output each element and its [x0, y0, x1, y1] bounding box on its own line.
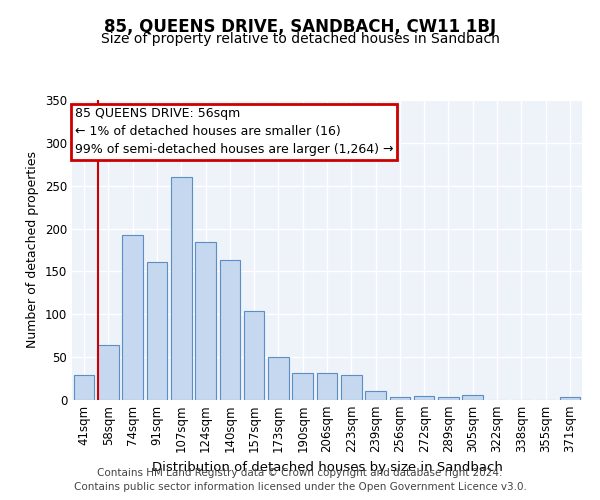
Text: Size of property relative to detached houses in Sandbach: Size of property relative to detached ho…: [101, 32, 499, 46]
Bar: [122, 236, 143, 400]
Bar: [268, 357, 289, 400]
Text: 85, QUEENS DRIVE, SANDBACH, CW11 1BJ: 85, QUEENS DRIVE, SANDBACH, CW11 1BJ: [104, 18, 496, 36]
Bar: [414, 396, 434, 400]
X-axis label: Distribution of detached houses by size in Sandbach: Distribution of detached houses by size …: [152, 461, 502, 474]
Bar: [98, 345, 119, 400]
Bar: [365, 392, 386, 400]
Bar: [244, 311, 265, 400]
Bar: [389, 396, 410, 400]
Bar: [560, 398, 580, 400]
Text: Contains HM Land Registry data © Crown copyright and database right 2024.
Contai: Contains HM Land Registry data © Crown c…: [74, 468, 526, 492]
Bar: [220, 260, 240, 400]
Y-axis label: Number of detached properties: Number of detached properties: [26, 152, 40, 348]
Bar: [463, 395, 483, 400]
Bar: [438, 396, 459, 400]
Bar: [195, 242, 216, 400]
Bar: [171, 177, 191, 400]
Bar: [341, 375, 362, 400]
Bar: [74, 375, 94, 400]
Bar: [317, 374, 337, 400]
Bar: [292, 372, 313, 400]
Bar: [146, 262, 167, 400]
Text: 85 QUEENS DRIVE: 56sqm
← 1% of detached houses are smaller (16)
99% of semi-deta: 85 QUEENS DRIVE: 56sqm ← 1% of detached …: [74, 108, 393, 156]
